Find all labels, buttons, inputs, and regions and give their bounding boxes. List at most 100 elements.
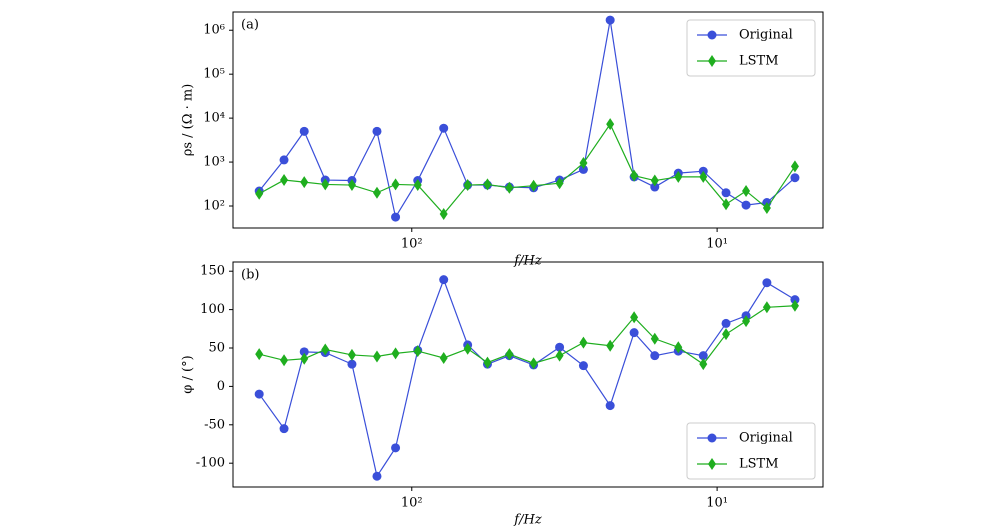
marker <box>483 356 492 369</box>
marker <box>699 358 708 371</box>
marker <box>674 170 683 183</box>
marker <box>372 350 381 363</box>
y-tick-label: 10⁴ <box>203 111 225 126</box>
x-axis-label: f/Hz <box>513 513 542 528</box>
marker <box>347 348 356 361</box>
x-tick-label: 10² <box>401 496 423 511</box>
marker <box>579 336 588 349</box>
y-tick-label: -100 <box>196 456 225 471</box>
legend: Original LSTM <box>686 19 816 77</box>
y-tick-label: 150 <box>200 264 225 279</box>
marker <box>579 157 588 170</box>
marker <box>605 15 615 25</box>
x-axis-label: f/Hz <box>513 254 542 269</box>
marker <box>300 352 309 365</box>
y-tick-label: 50 <box>208 341 225 356</box>
legend-marker <box>707 433 717 443</box>
marker <box>347 179 356 192</box>
marker <box>722 328 731 341</box>
marker <box>372 471 382 481</box>
marker <box>299 347 309 357</box>
legend-label: LSTM <box>739 54 779 69</box>
marker <box>439 275 449 285</box>
marker <box>555 342 565 352</box>
marker <box>255 187 264 200</box>
series-line <box>258 277 796 478</box>
legend-marker <box>708 55 716 67</box>
y-tick-label: 10⁵ <box>203 67 225 82</box>
marker <box>790 299 799 312</box>
marker <box>630 311 639 324</box>
marker <box>578 361 588 371</box>
marker <box>463 342 472 355</box>
y-tick-label: 10² <box>203 199 225 214</box>
legend-label: Original <box>739 28 793 43</box>
legend-label: Original <box>739 431 793 446</box>
marker <box>299 126 309 136</box>
marker <box>741 200 751 210</box>
marker <box>439 123 449 133</box>
y-axis-label: ρs / (Ω · m) <box>181 84 196 157</box>
marker <box>698 351 708 361</box>
marker <box>372 126 382 136</box>
plot-frame <box>232 261 824 488</box>
marker <box>650 182 660 192</box>
marker <box>762 278 772 288</box>
marker <box>650 174 659 187</box>
marker <box>321 343 330 356</box>
marker <box>674 341 683 354</box>
y-axis-label: φ / (°) <box>181 355 196 393</box>
series-line <box>259 305 795 365</box>
series-line <box>258 122 796 215</box>
y-tick-label: 10⁶ <box>203 23 225 38</box>
marker <box>742 184 751 197</box>
marker <box>391 347 400 360</box>
plot-frame <box>232 11 824 229</box>
marker <box>505 181 514 194</box>
x-tick-label: 10¹ <box>706 237 728 252</box>
marker <box>606 339 615 352</box>
marker <box>529 179 538 192</box>
panel-label: (b) <box>241 268 259 283</box>
marker <box>790 173 800 183</box>
marker <box>321 178 330 191</box>
marker <box>505 348 514 361</box>
y-tick-label: 100 <box>200 302 225 317</box>
panel-label: (a) <box>241 18 259 33</box>
marker <box>391 178 400 191</box>
marker <box>279 424 289 434</box>
x-tick-label: 10² <box>401 237 423 252</box>
x-tick-label: 10¹ <box>706 496 728 511</box>
marker <box>630 169 639 182</box>
marker <box>721 318 731 328</box>
marker <box>629 328 639 338</box>
marker <box>529 357 538 370</box>
y-tick-label: -50 <box>204 417 225 432</box>
marker <box>280 174 289 187</box>
marker <box>606 118 615 131</box>
marker <box>413 179 422 192</box>
legend-frame <box>686 422 816 480</box>
marker <box>347 359 357 369</box>
marker <box>790 160 799 173</box>
marker <box>742 315 751 328</box>
marker <box>254 389 264 399</box>
marker <box>650 351 660 361</box>
marker <box>391 212 401 222</box>
marker <box>391 443 401 453</box>
marker <box>439 207 448 220</box>
marker <box>721 188 731 198</box>
marker <box>762 301 771 314</box>
marker <box>279 155 289 165</box>
marker <box>255 348 264 361</box>
marker <box>463 179 472 192</box>
marker <box>280 354 289 367</box>
marker <box>722 198 731 211</box>
legend-marker <box>708 458 716 470</box>
marker <box>762 202 771 215</box>
marker <box>605 401 615 411</box>
legend-frame <box>686 19 816 77</box>
legend-marker <box>707 30 717 40</box>
marker <box>439 351 448 364</box>
